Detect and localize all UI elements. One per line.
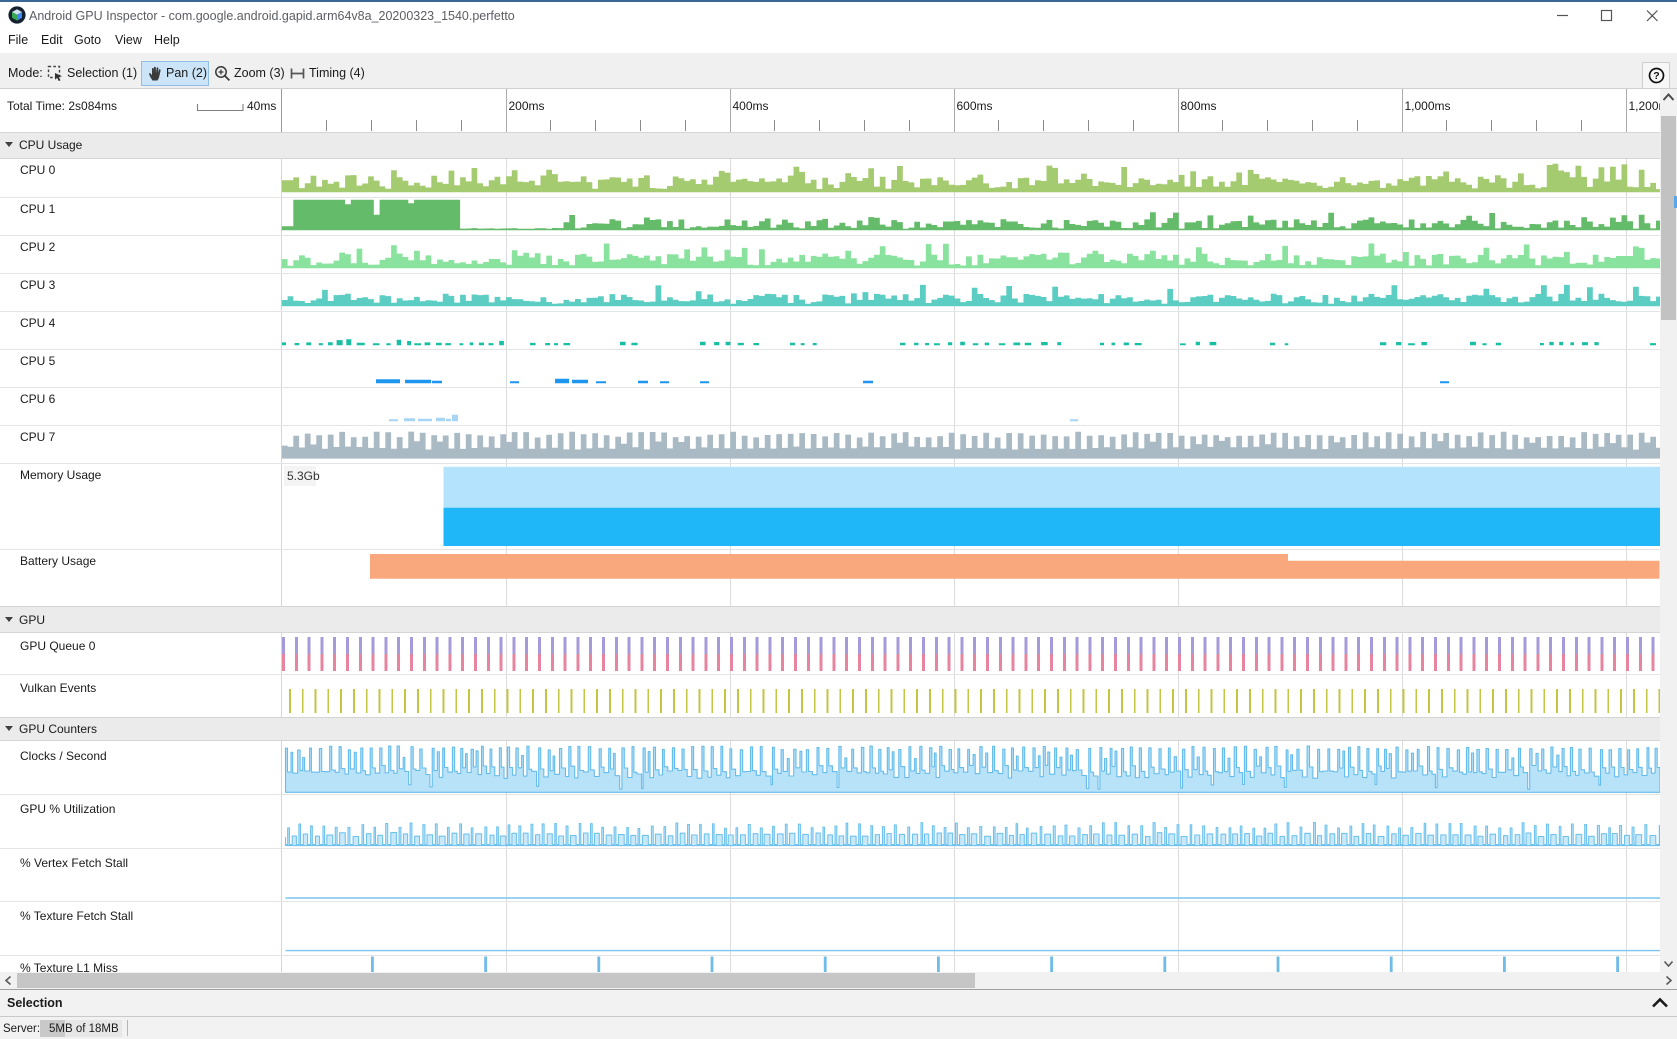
svg-text:?: ? xyxy=(1653,70,1659,82)
